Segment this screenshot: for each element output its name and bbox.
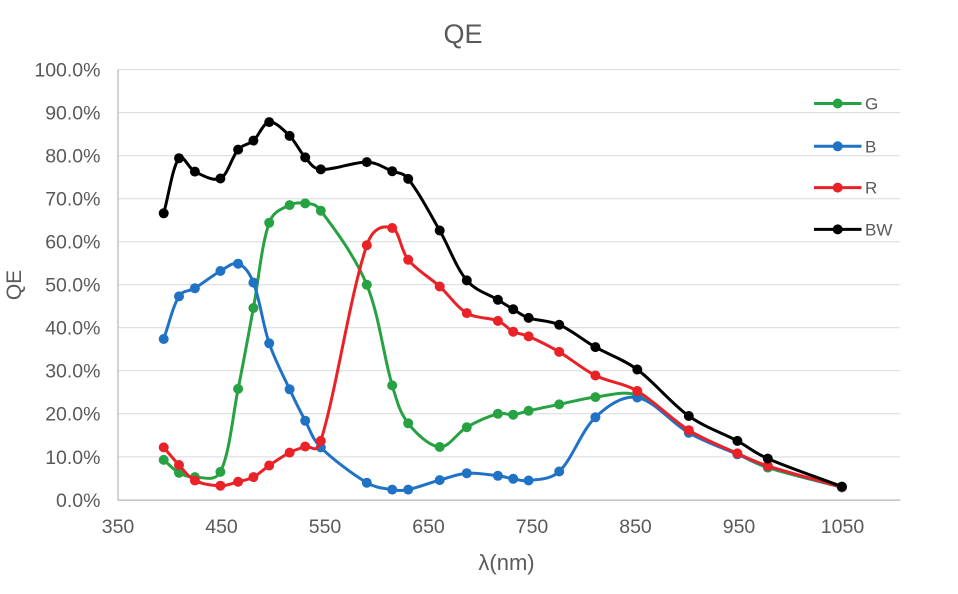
svg-text:QE: QE bbox=[443, 19, 482, 49]
svg-text:750: 750 bbox=[516, 516, 549, 538]
svg-text:1050: 1050 bbox=[821, 516, 865, 538]
svg-text:10.0%: 10.0% bbox=[45, 447, 100, 469]
svg-text:90.0%: 90.0% bbox=[45, 103, 100, 125]
svg-text:850: 850 bbox=[619, 516, 652, 538]
svg-text:QE: QE bbox=[3, 270, 26, 300]
svg-text:30.0%: 30.0% bbox=[45, 361, 100, 383]
svg-text:100.0%: 100.0% bbox=[34, 60, 100, 82]
svg-text:λ(nm): λ(nm) bbox=[478, 550, 534, 575]
svg-text:0.0%: 0.0% bbox=[56, 490, 100, 512]
svg-text:BW: BW bbox=[865, 220, 892, 239]
svg-text:80.0%: 80.0% bbox=[45, 146, 100, 168]
svg-text:G: G bbox=[865, 95, 878, 114]
svg-text:50.0%: 50.0% bbox=[45, 275, 100, 297]
svg-text:950: 950 bbox=[723, 516, 756, 538]
svg-text:B: B bbox=[865, 137, 876, 156]
svg-text:60.0%: 60.0% bbox=[45, 232, 100, 254]
svg-text:20.0%: 20.0% bbox=[45, 404, 100, 426]
svg-text:650: 650 bbox=[412, 516, 445, 538]
svg-text:70.0%: 70.0% bbox=[45, 189, 100, 211]
svg-text:450: 450 bbox=[205, 516, 238, 538]
svg-text:550: 550 bbox=[309, 516, 342, 538]
svg-text:R: R bbox=[865, 179, 877, 198]
svg-text:40.0%: 40.0% bbox=[45, 318, 100, 340]
svg-text:350: 350 bbox=[102, 516, 135, 538]
